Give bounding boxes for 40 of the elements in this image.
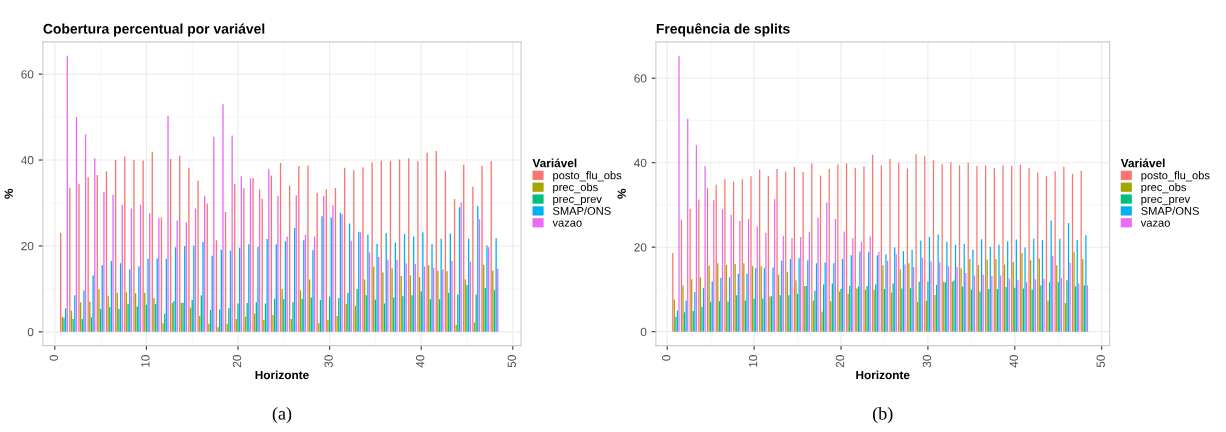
x-axis-title: Horizonte <box>255 370 309 380</box>
legend-label: prec_obs <box>553 182 598 194</box>
legend-label: prec_obs <box>1141 182 1187 194</box>
legend-label: SMAP/ONS <box>553 206 611 215</box>
x-tick-label: 50 <box>1096 355 1105 368</box>
legend-title: Variável <box>532 158 577 168</box>
legend-title: Variável <box>1120 158 1165 168</box>
y-axis-title: % <box>617 188 626 199</box>
y-tick-label: 60 <box>634 74 647 83</box>
y-tick-label: 20 <box>634 243 647 252</box>
chart-title: Frequência de splits <box>656 23 790 37</box>
x-tick-label: 40 <box>1009 355 1018 368</box>
legend-label: posto_flu_obs <box>1141 171 1210 182</box>
x-axis-title: Horizonte <box>856 370 910 380</box>
legend-label: SMAP/ONS <box>1141 206 1199 215</box>
x-tick-label: 20 <box>835 355 845 368</box>
x-tick-label: 40 <box>416 355 425 368</box>
x-tick-label: 0 <box>662 355 671 361</box>
y-tick-label: 40 <box>634 158 647 168</box>
y-tick-label: 0 <box>640 327 647 337</box>
y-axis-title: % <box>4 188 13 199</box>
x-tick-label: 20 <box>232 355 242 368</box>
x-tick-label: 50 <box>507 355 516 368</box>
chart-title: Cobertura percentual por variável <box>43 23 265 37</box>
x-tick-label: 10 <box>141 355 150 367</box>
y-tick-label: 20 <box>21 241 34 251</box>
text: (a) <box>272 406 292 424</box>
y-tick-label: 60 <box>21 70 34 79</box>
y-tick-label: 0 <box>27 327 34 337</box>
x-tick-label: 10 <box>748 355 758 367</box>
legend-label: posto_flu_obs <box>553 171 622 182</box>
y-tick-label: 40 <box>21 156 34 165</box>
legend-label: vazao <box>552 220 582 227</box>
legend-label: prec_prev <box>1141 196 1191 206</box>
legend-label: vazao <box>1140 220 1170 227</box>
legend-label: prec_prev <box>553 196 602 206</box>
x-tick-label: 0 <box>49 355 58 361</box>
text: (b) <box>872 406 893 424</box>
x-tick-label: 30 <box>324 355 333 368</box>
x-tick-label: 30 <box>922 355 932 368</box>
